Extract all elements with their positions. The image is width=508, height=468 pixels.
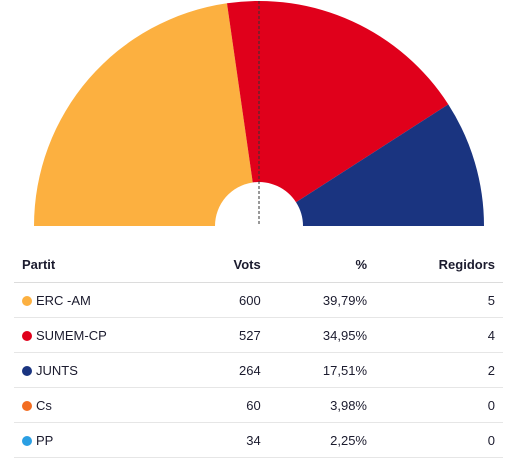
party-color-dot: [22, 400, 32, 411]
seats-cell: 0: [375, 387, 503, 423]
seats-cell: 0: [375, 422, 503, 458]
percent-cell: 39,79%: [268, 282, 375, 318]
party-color-dot: [22, 330, 32, 341]
party-color-dot: [22, 295, 32, 306]
table-row: SUMEM-CP 527 34,95% 4: [14, 317, 503, 353]
votes-cell: 527: [192, 317, 269, 353]
hemicycle-segment: [34, 3, 253, 226]
seats-cell: 5: [375, 282, 503, 318]
votes-cell: 600: [192, 282, 269, 318]
party-cell: Cs: [14, 387, 193, 423]
seats-column-header: Regidors: [375, 246, 503, 283]
party-color-dot: [22, 365, 32, 376]
seats-cell: 2: [375, 352, 503, 388]
party-cell: SUMEM-CP: [14, 317, 193, 353]
party-cell: JUNTS: [14, 352, 193, 388]
table-row: PP 34 2,25% 0: [14, 422, 503, 458]
votes-cell: 264: [192, 352, 269, 388]
votes-cell: 60: [192, 387, 269, 423]
hemicycle-segment: [226, 1, 449, 203]
seats-cell: 4: [375, 317, 503, 353]
percent-cell: 34,95%: [268, 317, 375, 353]
party-color-dot: [22, 435, 32, 446]
hemicycle-segment: [296, 104, 484, 226]
party-name: ERC -AM: [36, 292, 91, 308]
party-cell: ERC -AM: [14, 282, 193, 318]
hemicycle-chart: [34, 1, 484, 226]
party-cell: PP: [14, 422, 193, 458]
results-table: Partit Vots % Regidors ERC -AM 600 39,79…: [14, 246, 503, 458]
percent-cell: 2,25%: [268, 422, 375, 458]
party-column-header: Partit: [14, 246, 193, 283]
table-header-row: Partit Vots % Regidors: [14, 246, 503, 283]
party-name: Cs: [36, 397, 52, 413]
party-name: PP: [36, 432, 54, 448]
votes-column-header: Vots: [192, 246, 269, 283]
table-row: Cs 60 3,98% 0: [14, 387, 503, 423]
party-name: SUMEM-CP: [36, 327, 107, 343]
percent-cell: 17,51%: [268, 352, 375, 388]
hemicycle-svg: [34, 1, 484, 226]
votes-cell: 34: [192, 422, 269, 458]
percent-cell: 3,98%: [268, 387, 375, 423]
table-row: ERC -AM 600 39,79% 5: [14, 282, 503, 318]
percent-column-header: %: [268, 246, 375, 283]
table-row: JUNTS 264 17,51% 2: [14, 352, 503, 388]
party-name: JUNTS: [36, 362, 78, 378]
